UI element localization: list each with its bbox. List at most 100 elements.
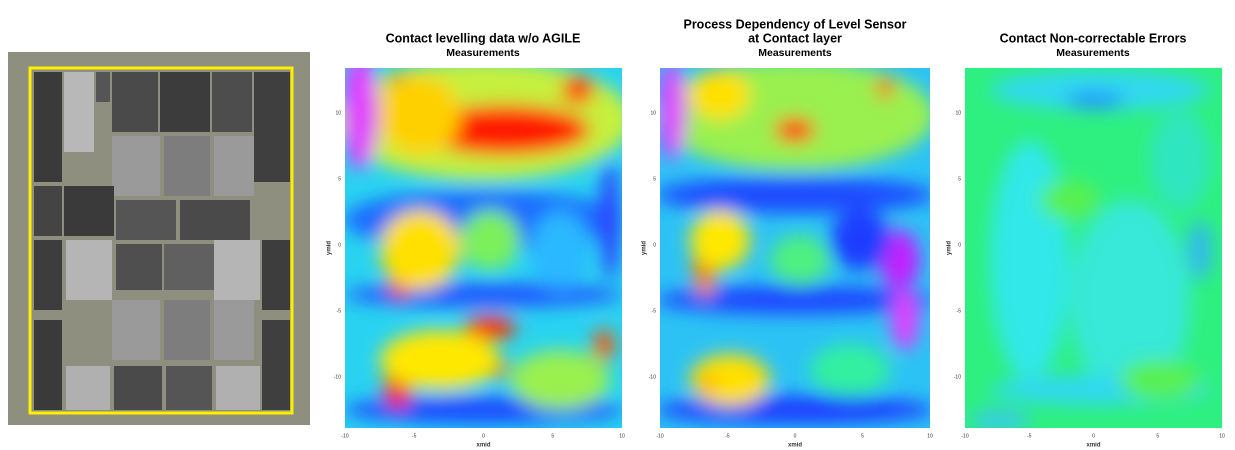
contour-region [660, 68, 930, 170]
panel-title: Contact Non-correctable Errors [1000, 31, 1187, 45]
x-tick-label: 0 [794, 433, 797, 439]
contour-map [660, 68, 930, 428]
contour-region [594, 329, 614, 361]
contour-region [690, 70, 750, 120]
x-axis-label: xmid [1086, 443, 1100, 449]
y-tick-label: 10 [650, 110, 656, 116]
y-tick-label: 0 [653, 242, 656, 248]
x-tick-label: -10 [961, 433, 968, 439]
contour-region [380, 330, 500, 390]
contour-region [600, 160, 620, 280]
contour-region [775, 118, 815, 142]
contour-region [660, 68, 686, 160]
contour-region [345, 283, 622, 307]
contour-region [877, 78, 893, 98]
die-block [164, 300, 210, 360]
contour-region [1040, 180, 1100, 220]
contour-region [660, 396, 930, 424]
contour-region [891, 290, 919, 350]
y-tick-label: 0 [338, 242, 341, 248]
die-block [254, 72, 290, 182]
x-tick-label: -5 [725, 433, 730, 439]
contour-region [1065, 92, 1125, 108]
contour-region [380, 75, 460, 155]
x-tick-label: -10 [341, 433, 348, 439]
die-block [66, 240, 112, 300]
x-tick-label: 10 [927, 433, 933, 439]
die-block [160, 72, 210, 132]
die-block [116, 200, 176, 240]
contour-region [420, 105, 590, 155]
die-block [96, 72, 110, 102]
contour-region [970, 410, 1030, 428]
die-block [214, 300, 254, 360]
die-block [216, 366, 260, 410]
y-tick-label: 10 [335, 110, 341, 116]
x-tick-label: 10 [1219, 433, 1225, 439]
die-block [262, 240, 290, 310]
contour-region [530, 210, 590, 290]
die-block [262, 320, 290, 410]
contour-region [690, 210, 750, 270]
die-block [116, 244, 162, 290]
y-tick-label: -10 [334, 374, 341, 380]
x-tick-label: 5 [861, 433, 864, 439]
contour-region [990, 70, 1210, 110]
x-axis-label: xmid [476, 443, 490, 449]
x-tick-label: -5 [1027, 433, 1032, 439]
y-tick-label: -10 [954, 374, 961, 380]
contour-region [830, 210, 890, 270]
panel-subtitle: Measurements [758, 47, 832, 59]
x-tick-label: 5 [1156, 433, 1159, 439]
contour-map [345, 68, 622, 428]
y-tick-label: 5 [338, 176, 341, 182]
die-block [112, 72, 158, 132]
contour-blobs [970, 70, 1212, 428]
die-block [34, 320, 62, 410]
die-block [66, 366, 110, 410]
x-tick-label: -10 [656, 433, 663, 439]
die-block [112, 300, 160, 360]
contour-map [965, 68, 1222, 428]
contour-blobs [660, 68, 930, 424]
contour-region [880, 230, 920, 290]
die-block [64, 72, 94, 152]
panel-title: Contact levelling data w/o AGILE [386, 31, 581, 45]
contour-region [990, 140, 1070, 380]
contour-region [1120, 360, 1200, 400]
die-block [114, 366, 162, 410]
contour-region [510, 350, 610, 410]
die-block [34, 240, 62, 310]
y-tick-label: 5 [958, 176, 961, 182]
y-tick-label: -5 [957, 308, 962, 314]
panel-title: at Contact layer [748, 31, 842, 45]
x-axis-label: xmid [788, 443, 802, 449]
y-tick-label: 10 [955, 110, 961, 116]
y-tick-label: -10 [649, 374, 656, 380]
x-tick-label: 5 [551, 433, 554, 439]
contour-region [380, 210, 460, 290]
contour-region [690, 354, 770, 406]
panel-subtitle: Measurements [1056, 47, 1130, 59]
contour-region [1188, 220, 1212, 280]
y-axis-label: ymid [947, 241, 953, 255]
die-block [34, 72, 62, 182]
die-block [34, 186, 62, 236]
die-block [164, 136, 210, 196]
die-block [64, 186, 114, 236]
die-outline [28, 66, 294, 415]
contour-region [702, 378, 714, 390]
contour-region [562, 76, 594, 104]
die-photo [8, 52, 310, 425]
x-tick-label: 0 [1092, 433, 1095, 439]
contour-region [660, 286, 930, 314]
y-tick-label: 0 [958, 242, 961, 248]
contour-region [810, 344, 890, 396]
die-block [180, 200, 250, 240]
x-tick-label: 10 [619, 433, 625, 439]
y-tick-label: -5 [337, 308, 342, 314]
contour-region [1150, 110, 1210, 210]
contour-region [660, 177, 930, 213]
x-tick-label: -5 [412, 433, 417, 439]
